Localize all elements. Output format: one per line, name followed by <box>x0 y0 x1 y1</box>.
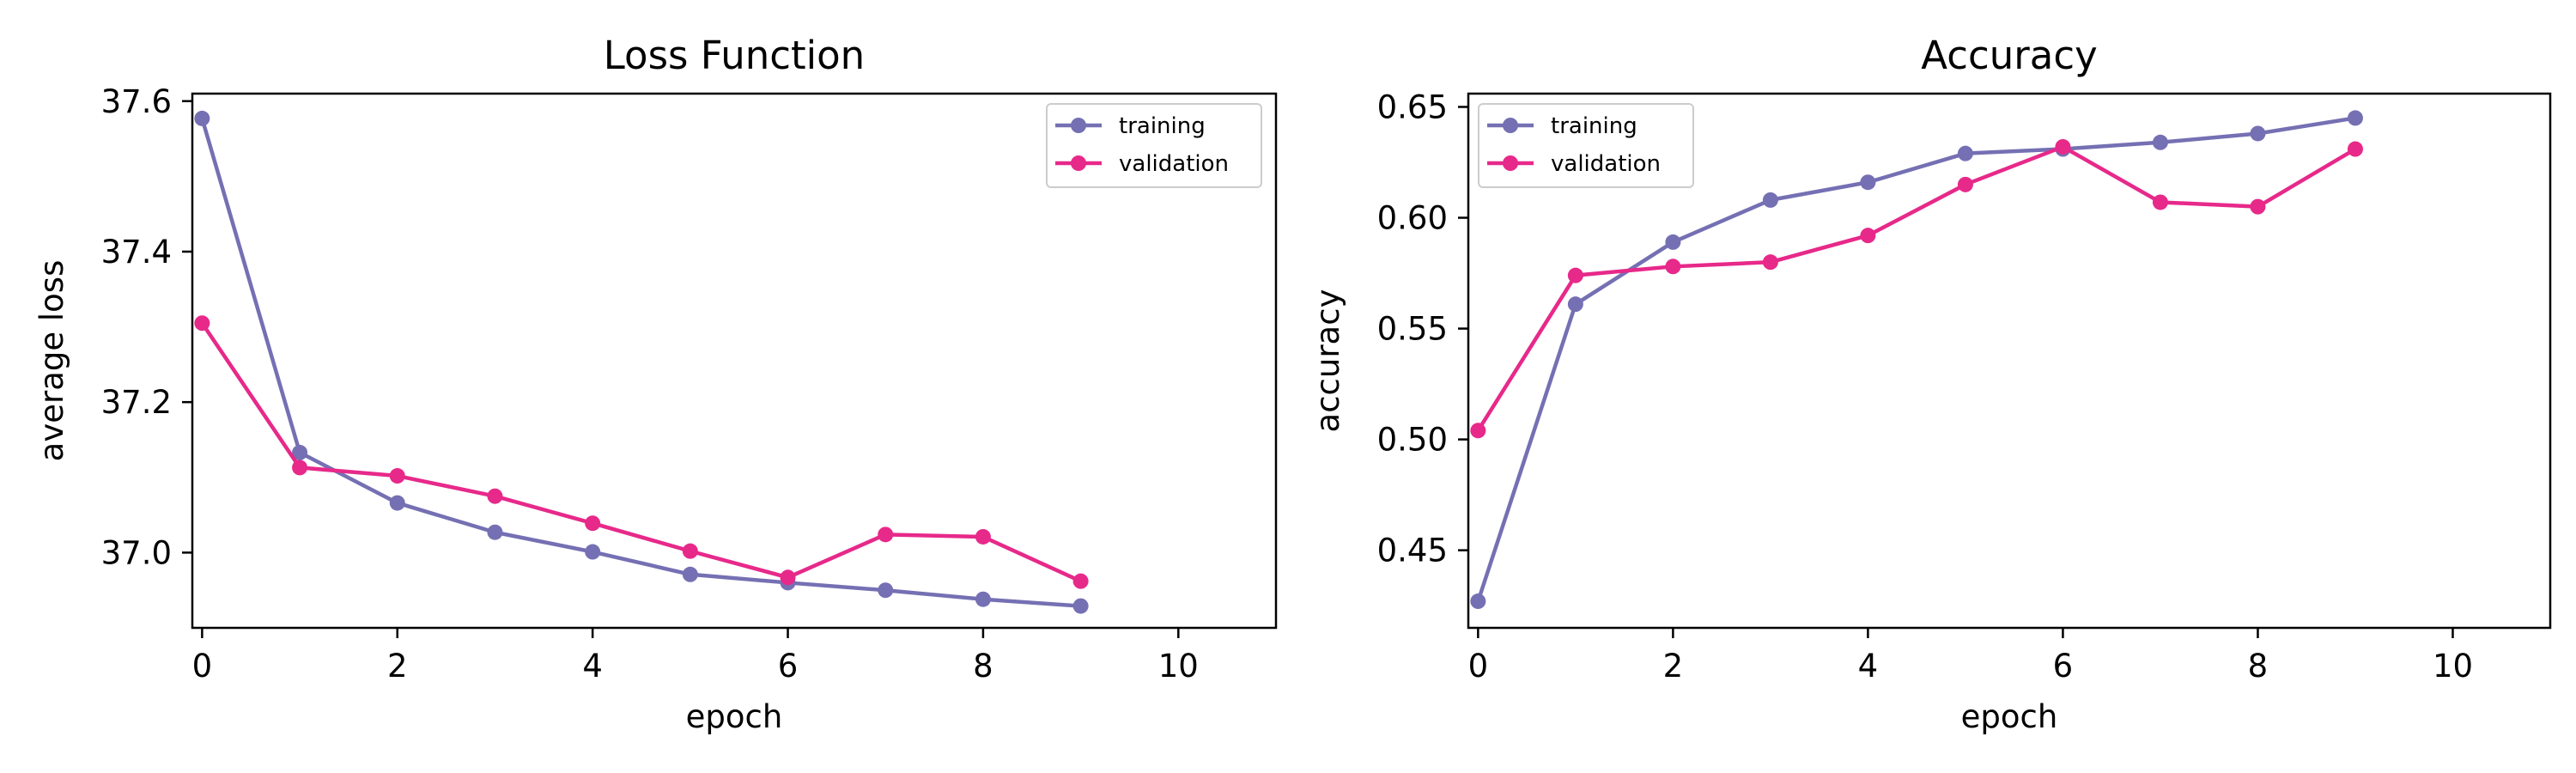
accuracy-validation-point <box>2055 138 2071 155</box>
accuracy-chart-title: Accuracy <box>1921 33 2097 78</box>
accuracy-x-tick-label: 8 <box>2248 648 2269 685</box>
accuracy-legend-label-validation: validation <box>1551 151 1661 177</box>
loss-validation-line <box>200 321 1082 583</box>
accuracy-y-tick-label: 0.55 <box>1377 311 1448 348</box>
loss-training-point <box>194 110 210 126</box>
accuracy-y-tick-label: 0.60 <box>1377 200 1448 237</box>
loss-y-tick-label: 37.0 <box>101 534 172 571</box>
loss-x-tick-label: 4 <box>582 648 603 685</box>
loss-axes-frame <box>191 92 1278 630</box>
accuracy-validation-point <box>1762 254 1778 271</box>
loss-validation-point <box>1072 573 1089 589</box>
loss-training-point <box>487 524 503 540</box>
accuracy-training-point <box>1762 192 1778 208</box>
loss-legend-label-validation: validation <box>1119 151 1229 177</box>
loss-x-axis-label: epoch <box>686 698 783 735</box>
loss-y-tick-label: 37.4 <box>101 234 172 271</box>
accuracy-validation-point <box>2250 198 2266 215</box>
loss-training-line <box>200 118 1081 608</box>
loss-x-tick-label: 10 <box>1158 648 1199 685</box>
accuracy-x-tick-label: 10 <box>2433 648 2473 685</box>
loss-x-tick-label: 8 <box>973 648 993 685</box>
loss-validation-point <box>292 460 308 476</box>
loss-legend-entry-validation: validation <box>1055 151 1229 177</box>
accuracy-series-validation <box>1470 138 2363 439</box>
accuracy-x-tick-label: 4 <box>1858 648 1879 685</box>
accuracy-validation-point <box>1957 176 1973 192</box>
loss-validation-point <box>878 526 894 543</box>
accuracy-legend-entry-validation: validation <box>1487 151 1661 177</box>
accuracy-y-tick-label: 0.65 <box>1377 88 1448 125</box>
loss-y-tick-label: 37.2 <box>101 384 172 421</box>
accuracy-y-tick-label: 0.45 <box>1377 533 1448 569</box>
accuracy-x-tick-label: 2 <box>1663 648 1684 685</box>
loss-training-point <box>585 544 601 560</box>
accuracy-validation-point <box>2347 141 2363 157</box>
loss-training-point <box>682 566 698 582</box>
loss-training-point <box>878 582 894 599</box>
accuracy-y-tick-label: 0.50 <box>1377 422 1448 459</box>
accuracy-training-point <box>1860 174 1876 191</box>
loss-validation-point <box>487 488 503 504</box>
accuracy-training-point <box>1567 296 1583 313</box>
accuracy-validation-point <box>2152 194 2168 210</box>
accuracy-legend: training validation <box>1478 103 1694 188</box>
accuracy-validation-point <box>1860 228 1876 244</box>
loss-validation-point <box>585 515 601 532</box>
accuracy-validation-line <box>1476 144 2357 432</box>
loss-series-validation <box>194 315 1089 589</box>
loss-legend-label-training: training <box>1119 113 1206 139</box>
accuracy-x-tick-label: 0 <box>1468 648 1489 685</box>
accuracy-training-point <box>2347 110 2363 126</box>
loss-validation-point <box>194 315 210 332</box>
loss-training-point <box>292 444 308 460</box>
accuracy-validation-point <box>1567 267 1583 283</box>
loss-validation-point <box>682 543 698 559</box>
loss-validation-point <box>975 528 991 545</box>
accuracy-ticks: 0 2 4 6 8 10 0.45 0.50 0.55 0.60 0.65 <box>1377 88 2473 685</box>
accuracy-plot-marks <box>1470 110 2363 610</box>
loss-training-point <box>975 591 991 607</box>
accuracy-axes-frame <box>1467 92 2552 630</box>
accuracy-legend-entry-training: training <box>1487 113 1637 139</box>
accuracy-x-tick-label: 6 <box>2053 648 2074 685</box>
loss-legend: training validation <box>1046 103 1262 188</box>
loss-validation-point <box>780 569 796 586</box>
accuracy-training-point <box>1957 145 1973 161</box>
accuracy-training-point <box>1665 234 1681 250</box>
accuracy-training-point <box>2250 125 2266 142</box>
loss-y-axis-label: average loss <box>33 260 70 462</box>
loss-y-tick-label: 37.6 <box>101 83 172 120</box>
accuracy-training-point <box>1470 593 1486 610</box>
accuracy-validation-point <box>1665 259 1681 275</box>
loss-validation-point <box>389 468 405 484</box>
loss-chart: Loss Function epoch average loss 0 2 4 6 8 10… <box>33 33 1278 735</box>
loss-chart-title: Loss Function <box>604 33 865 78</box>
loss-x-tick-label: 0 <box>192 648 213 685</box>
accuracy-legend-label-training: training <box>1551 113 1637 139</box>
loss-training-point <box>1072 598 1089 614</box>
loss-legend-entry-training: training <box>1055 113 1206 139</box>
accuracy-x-axis-label: epoch <box>1961 698 2058 735</box>
accuracy-chart: Accuracy epoch accuracy 0 2 4 6 8 100.450.500… <box>1309 33 2552 735</box>
loss-series-training <box>194 110 1089 614</box>
accuracy-training-line <box>1476 116 2356 602</box>
loss-x-tick-label: 2 <box>387 648 408 685</box>
loss-plot-marks <box>194 110 1089 614</box>
accuracy-validation-point <box>1470 423 1486 439</box>
accuracy-series-training <box>1470 110 2363 610</box>
loss-training-point <box>389 495 405 511</box>
loss-ticks: 0 2 4 6 8 10 37.0 37.2 37.4 37.6 <box>101 83 1199 685</box>
accuracy-y-axis-label: accuracy <box>1309 289 1346 433</box>
loss-x-tick-label: 6 <box>778 648 799 685</box>
accuracy-training-point <box>2152 134 2168 150</box>
